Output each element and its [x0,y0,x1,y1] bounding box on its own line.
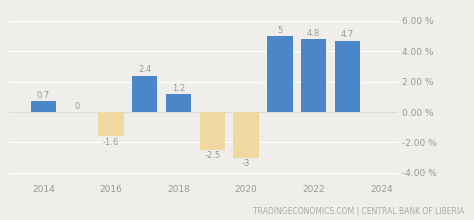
Bar [200,112,225,150]
Text: 0.7: 0.7 [36,91,50,100]
Text: 2.4: 2.4 [138,65,151,74]
Text: 4.7: 4.7 [341,31,354,39]
Text: -1.6: -1.6 [103,138,119,147]
Bar [267,36,292,112]
Bar [335,41,360,112]
Text: 0: 0 [74,102,80,110]
Bar [233,112,259,158]
Bar [301,39,326,112]
Text: 5: 5 [277,26,283,35]
Text: TRADINGECONOMICS.COM | CENTRAL BANK OF LIBERIA: TRADINGECONOMICS.COM | CENTRAL BANK OF L… [253,207,465,216]
Text: -2.5: -2.5 [204,151,220,160]
Bar [98,112,124,136]
Text: 4.8: 4.8 [307,29,320,38]
Bar [132,76,157,112]
Bar [31,101,56,112]
Text: 1.2: 1.2 [172,84,185,93]
Bar [166,94,191,112]
Text: -3: -3 [242,159,250,168]
